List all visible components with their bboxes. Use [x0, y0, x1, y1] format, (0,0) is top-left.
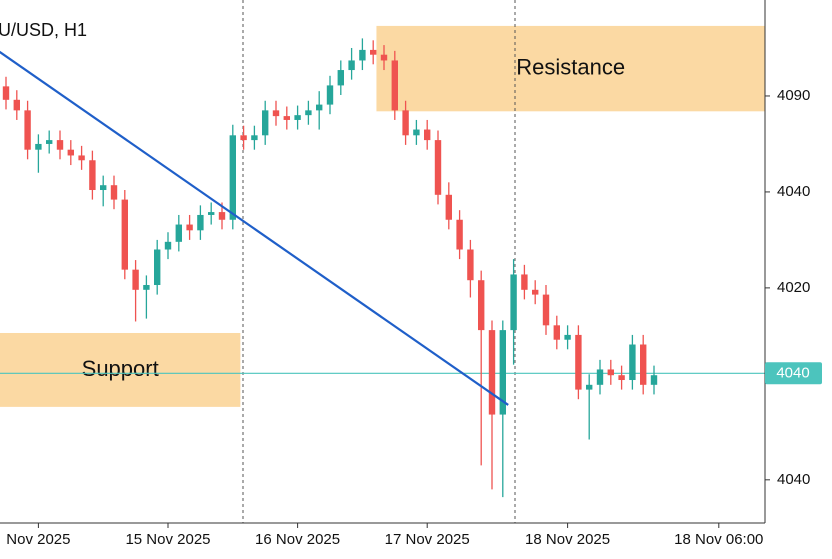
candle-body: [650, 375, 658, 385]
x-tick-label: 17 Nov 2025: [385, 531, 470, 548]
candle-body: [326, 85, 334, 105]
candle-body: [89, 160, 96, 191]
x-tick-label: 18 Nov 06:00: [674, 531, 763, 548]
candle-body: [262, 110, 269, 136]
candle-body: [218, 212, 226, 220]
candle-body: [510, 274, 517, 331]
candle-body: [154, 249, 161, 286]
candle-body: [197, 214, 204, 231]
candle-body: [56, 140, 64, 150]
candle-body: [575, 334, 582, 390]
candle-body: [2, 86, 10, 100]
candle-body: [488, 330, 496, 415]
x-tick-label: Nov 2025: [6, 531, 70, 548]
candle-body: [78, 155, 85, 161]
candle-body: [542, 294, 550, 326]
candle-body: [586, 384, 593, 390]
chart-title: U/USD, H1: [0, 20, 87, 40]
candle-body: [424, 129, 431, 141]
candle-body: [564, 334, 571, 340]
candle-body: [132, 269, 139, 290]
zone-label: Support: [82, 356, 159, 381]
zone: [0, 332, 241, 407]
axes: 4090 4040 4020 4040 Nov 2025 15 Nov 2025 16 No…: [6, 87, 822, 548]
x-tick-label: 18 Nov 2025: [525, 531, 610, 548]
candle-body: [67, 149, 74, 156]
candle-body: [208, 212, 215, 215]
candle-body: [596, 369, 604, 385]
marks: [0, 38, 765, 498]
candle-body: [46, 140, 53, 144]
candle-body: [499, 330, 506, 415]
candle-body: [391, 60, 398, 111]
candle-body: [337, 70, 344, 86]
candle-body: [402, 110, 409, 136]
candle-body: [629, 344, 636, 381]
candle-body: [359, 49, 366, 61]
candle-body: [521, 274, 528, 290]
candle-body: [607, 369, 614, 376]
y-tick-label: 4040: [777, 471, 810, 488]
candle-body: [640, 344, 647, 385]
candle-body: [121, 199, 128, 270]
candle-body: [553, 325, 560, 340]
candle-body: [305, 110, 312, 116]
candle-body: [143, 285, 150, 290]
candle-body: [456, 219, 463, 250]
candle-body: [100, 185, 107, 191]
trendline: [0, 50, 509, 406]
candle-body: [110, 185, 118, 200]
candle-body: [532, 289, 539, 295]
candle-body: [445, 194, 452, 220]
x-tick-label: 16 Nov 2025: [255, 531, 340, 548]
y-tick-label: 4020: [777, 279, 810, 296]
candle-body: [35, 143, 42, 150]
candle-body: [348, 60, 355, 71]
candle-body: [434, 140, 442, 195]
candle-body: [186, 224, 193, 231]
candle-body: [618, 375, 625, 381]
candle-body: [24, 110, 31, 150]
candle-body: [229, 135, 236, 220]
candle-body: [164, 241, 172, 250]
x-tick-label: 15 Nov 2025: [125, 531, 210, 548]
zones: Support Resistance: [0, 25, 765, 407]
candle-body: [316, 104, 323, 111]
candle-body: [251, 135, 258, 141]
candle-body: [283, 116, 290, 120]
candle-body: [240, 135, 247, 141]
candle-body: [370, 49, 377, 55]
zone-label: Resistance: [516, 54, 625, 79]
zone: [376, 25, 765, 112]
candle-body: [478, 280, 485, 331]
candle-body: [272, 110, 280, 117]
candle-body: [175, 224, 182, 242]
candle-body: [413, 129, 420, 136]
y-tick-label: 4040: [777, 183, 810, 200]
current-price-label: 4040: [776, 364, 809, 381]
candle-body: [294, 115, 301, 120]
candle-body: [13, 99, 20, 111]
current-price-box: [765, 362, 822, 385]
candle-body: [467, 249, 474, 281]
candle-body: [380, 54, 388, 61]
y-tick-label: 4090: [777, 87, 810, 104]
